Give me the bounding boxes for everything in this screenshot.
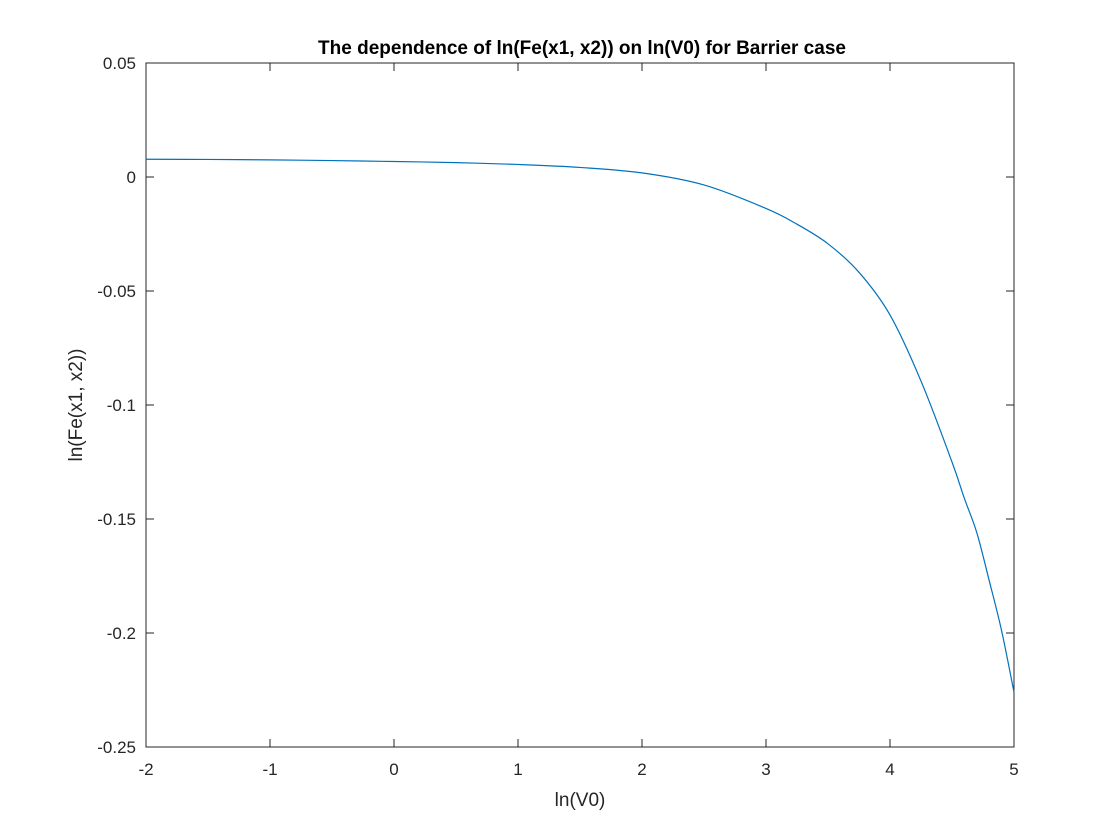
y-tick-label: 0.05 bbox=[103, 54, 136, 73]
x-axis-label: ln(V0) bbox=[555, 790, 606, 811]
x-tick-label: 0 bbox=[389, 760, 398, 779]
x-tick-label: 4 bbox=[885, 760, 894, 779]
y-tick-label: -0.1 bbox=[107, 396, 136, 415]
y-tick-label: -0.25 bbox=[97, 738, 136, 757]
series-layer bbox=[145, 158, 1015, 693]
y-tick-label: -0.15 bbox=[97, 510, 136, 529]
x-tick-label: -1 bbox=[262, 760, 277, 779]
y-tick-label: -0.05 bbox=[97, 282, 136, 301]
x-tick-label: 3 bbox=[761, 760, 770, 779]
y-axis: -0.25 -0.2 -0.15 -0.1 -0.05 0 0.05 bbox=[97, 54, 1014, 757]
y-axis-label: ln(Fe(x1, x2)) bbox=[66, 349, 87, 462]
y-tick-label: -0.2 bbox=[107, 624, 136, 643]
x-tick-label: 2 bbox=[637, 760, 646, 779]
x-axis: -2 -1 0 1 2 3 4 5 bbox=[138, 63, 1019, 779]
x-tick-label: 1 bbox=[513, 760, 522, 779]
y-tick-label: 0 bbox=[127, 168, 136, 187]
chart-title: The dependence of ln(Fe(x1, x2)) on ln(V… bbox=[318, 38, 846, 59]
x-tick-label: 5 bbox=[1009, 760, 1018, 779]
x-tick-label: -2 bbox=[138, 760, 153, 779]
series-line bbox=[145, 158, 1015, 693]
